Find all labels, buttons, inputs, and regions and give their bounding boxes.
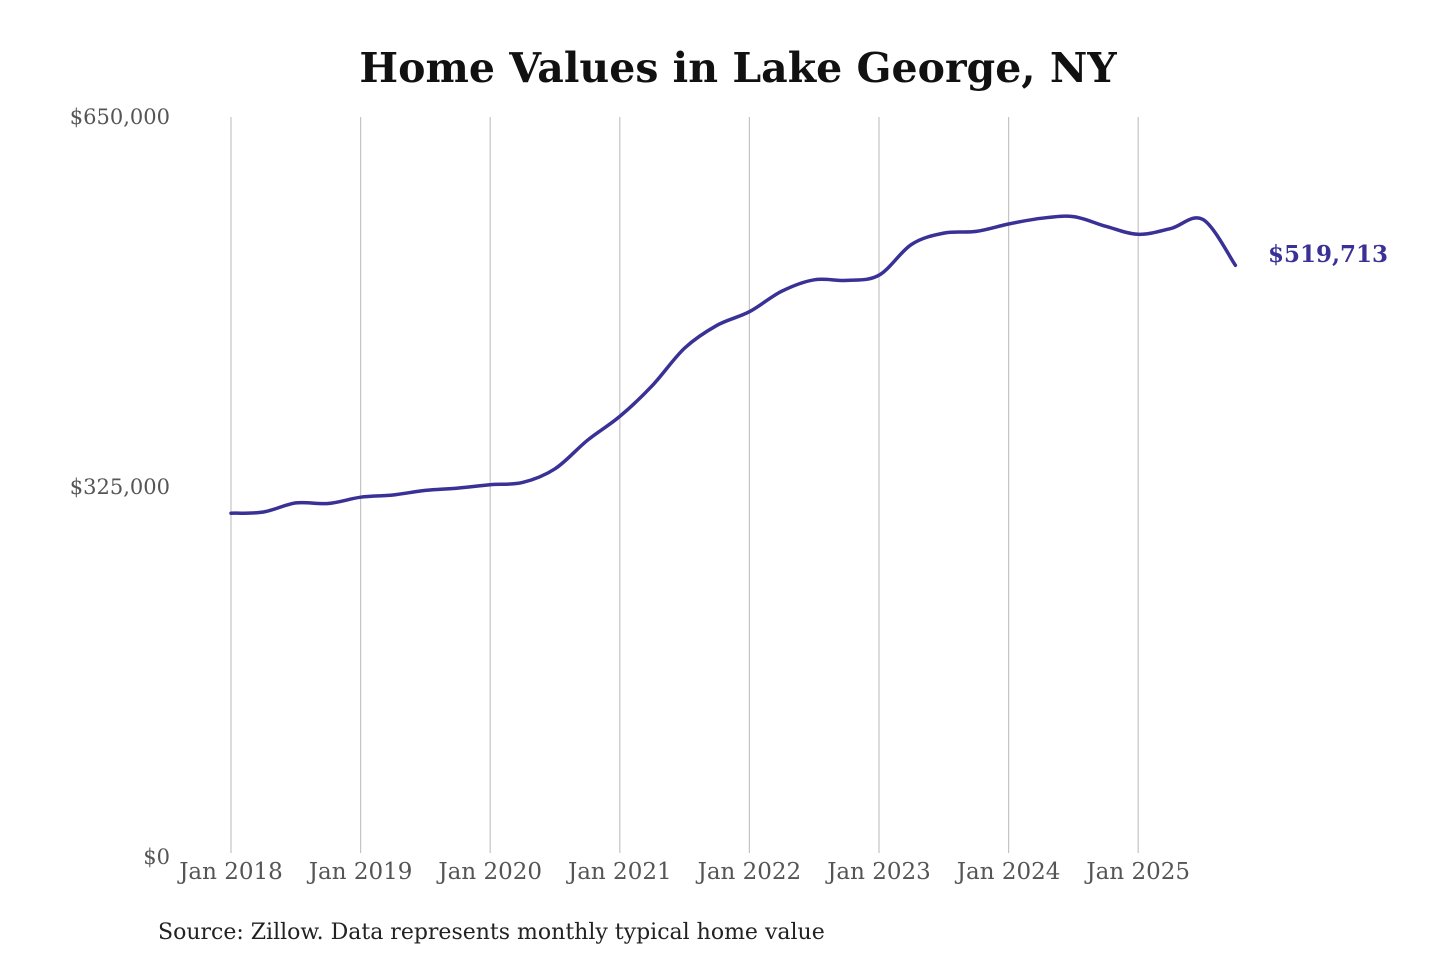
data-point: [683, 346, 686, 350]
data-point: [975, 230, 978, 233]
y-tick-label: $650,000: [70, 105, 170, 129]
x-tick-label: Jan 2022: [696, 859, 802, 885]
data-point: [748, 310, 751, 313]
data-point: [521, 481, 524, 484]
data-point: [780, 290, 783, 293]
gridlines: [230, 117, 1139, 853]
y-tick-label: $325,000: [70, 475, 170, 499]
data-point: [877, 274, 881, 277]
x-tick-label: Jan 2021: [566, 859, 672, 885]
data-point: [715, 324, 719, 327]
data-point: [553, 467, 557, 470]
x-axis-ticks: Jan 2018 Jan 2019 Jan 2020 Jan 2021 Jan 2022…: [177, 859, 1190, 885]
data-point: [1039, 217, 1043, 220]
x-tick-label: Jan 2020: [436, 859, 542, 885]
x-tick-label: Jan 2018: [177, 859, 283, 885]
data-point: [424, 489, 427, 492]
x-tick-label: Jan 2024: [955, 859, 1061, 885]
data-point: [813, 278, 816, 281]
x-tick-label: Jan 2019: [307, 859, 413, 885]
data-point: [586, 439, 589, 442]
data-point: [618, 415, 621, 418]
series-line: [229, 214, 1238, 515]
data-point: [1169, 227, 1172, 230]
data-point: [1072, 215, 1075, 218]
data-point: [1007, 222, 1010, 226]
data-point: [327, 502, 330, 505]
data-point: [456, 486, 459, 490]
x-tick-label: Jan 2025: [1084, 859, 1190, 885]
chart-title: Home Values in Lake George, NY: [359, 44, 1117, 92]
x-tick-label: Jan 2023: [825, 859, 931, 885]
data-point: [651, 384, 654, 387]
data-point: [910, 243, 913, 246]
data-point: [229, 512, 233, 515]
data-point: [391, 493, 395, 497]
source-note: Source: Zillow. Data represents monthly …: [158, 920, 825, 945]
data-point: [942, 231, 945, 235]
y-axis-ticks: $0 $325,000 $650,000: [70, 105, 170, 869]
y-tick-label: $0: [143, 845, 170, 869]
end-value-label: $519,713: [1268, 241, 1388, 268]
data-point: [1104, 225, 1108, 228]
data-point: [294, 501, 297, 505]
data-point: [1201, 218, 1205, 221]
data-point: [1137, 233, 1140, 236]
series-layer: [229, 214, 1238, 515]
data-point: [489, 483, 492, 486]
data-point: [845, 279, 848, 282]
data-point: [262, 510, 265, 514]
data-point: [359, 496, 362, 499]
data-point: [1234, 264, 1237, 267]
